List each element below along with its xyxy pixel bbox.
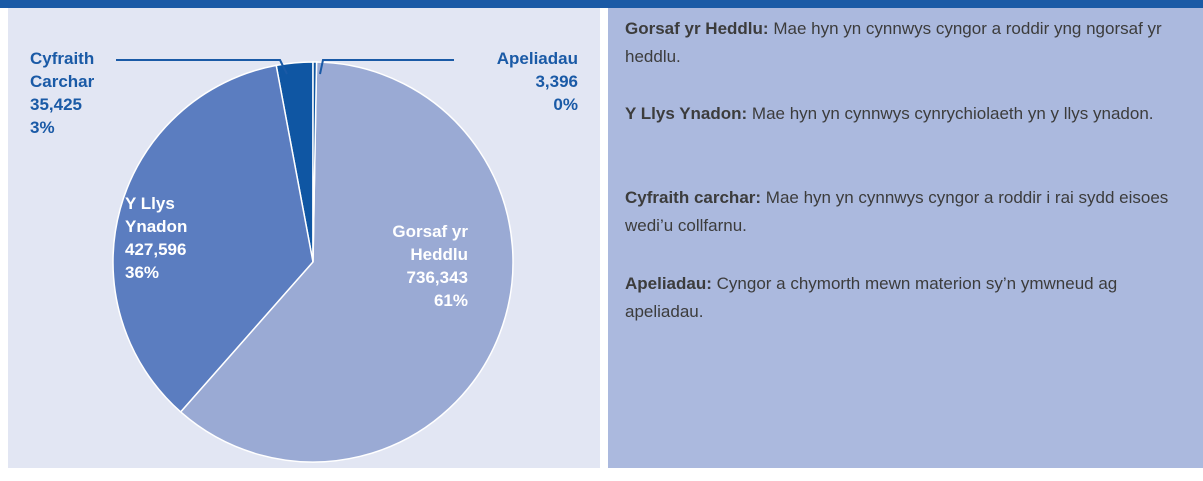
- leader-line: [116, 59, 288, 75]
- slice-label: Y Llys Ynadon 427,596 36%: [125, 192, 205, 284]
- definition-text: Mae hyn yn cynnwys cynrychiolaeth yn y l…: [751, 104, 1154, 123]
- percent-label: 3%: [30, 118, 55, 137]
- definition-text: Mae hyn yn cynnwys cyngor a roddir yng n…: [625, 19, 1162, 66]
- chart-panel: Cyfraith Carchar 35,425 3% Apeliadau 3,3…: [8, 8, 600, 468]
- pie-slice: [179, 61, 514, 463]
- leader-line: [319, 59, 454, 75]
- definitions-panel: Gorsaf yr Heddlu: Mae hyn yn cynnwys cyn…: [608, 8, 1203, 468]
- definition: Apeliadau: Cyngor a chymorth mewn materi…: [625, 270, 1190, 326]
- value-label: 736,343: [406, 268, 468, 287]
- definition-term: Apeliadau:: [625, 274, 712, 293]
- top-bar: [0, 0, 1203, 8]
- slice-label: Gorsaf yr Heddlu 736,343 61%: [368, 220, 468, 312]
- definition-term: Cyfraith carchar:: [625, 188, 762, 207]
- category: Apeliadau: [496, 49, 578, 68]
- value-label: 3,396: [535, 72, 578, 91]
- definition-term: Y Llys Ynadon:: [625, 104, 748, 123]
- slice-label: Apeliadau 3,396 0%: [458, 47, 578, 116]
- pie-chart: [112, 59, 514, 463]
- percent-label: 0%: [553, 95, 578, 114]
- category: Cyfraith Carchar: [30, 49, 95, 91]
- pie-slice: [312, 61, 318, 263]
- percent-label: 61%: [433, 291, 468, 310]
- slice-label: Cyfraith Carchar 35,425 3%: [30, 47, 130, 139]
- definition-term: Gorsaf yr Heddlu:: [625, 19, 769, 38]
- definition-text: Cyngor a chymorth mewn materion sy’n ymw…: [625, 274, 1118, 321]
- pie-slice: [112, 64, 314, 414]
- definition: Cyfraith carchar: Mae hyn yn cynnwys cyn…: [625, 184, 1190, 240]
- category: Y Llys Ynadon: [125, 194, 188, 236]
- definition: Gorsaf yr Heddlu: Mae hyn yn cynnwys cyn…: [625, 15, 1190, 71]
- value-label: 35,425: [30, 95, 82, 114]
- category: Gorsaf yr Heddlu: [392, 222, 468, 264]
- definition-text: Mae hyn yn cynnwys cyngor a roddir i rai…: [625, 188, 1169, 235]
- percent-label: 36%: [125, 263, 160, 282]
- value-label: 427,596: [125, 240, 187, 259]
- definition: Y Llys Ynadon: Mae hyn yn cynnwys cynryc…: [625, 100, 1190, 128]
